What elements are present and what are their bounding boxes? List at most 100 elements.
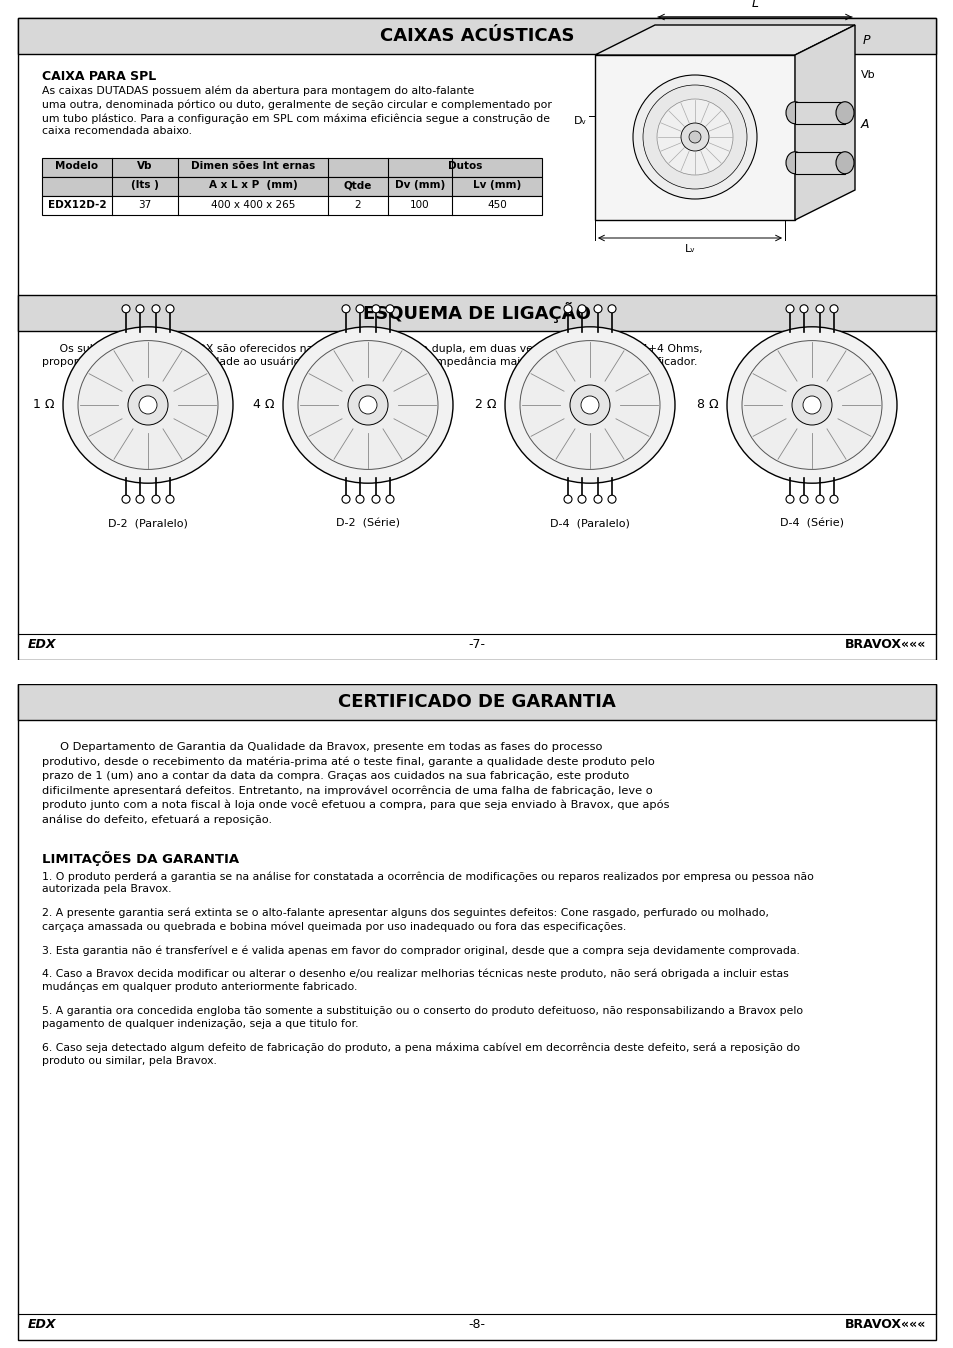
Polygon shape [595, 26, 854, 55]
Bar [18, 683, 935, 720]
Text: CAIXA PARA SPL: CAIXA PARA SPL [42, 70, 156, 84]
Bar [42, 195, 541, 214]
Text: BRAVOX«««: BRAVOX««« [843, 1318, 925, 1330]
Text: EDX: EDX [28, 638, 56, 651]
Text: mudánças em qualquer produto anteriormente fabricado.: mudánças em qualquer produto anteriormen… [42, 981, 357, 992]
Text: prazo de 1 (um) ano a contar da data da compra. Graças aos cuidados na sua fabri: prazo de 1 (um) ano a contar da data da … [42, 771, 629, 780]
Circle shape [594, 305, 601, 313]
Text: 2: 2 [355, 200, 361, 210]
Text: 8 Ω: 8 Ω [697, 399, 719, 411]
Text: 6. Caso seja detectado algum defeito de fabricação do produto, a pena máxima cab: 6. Caso seja detectado algum defeito de … [42, 1042, 800, 1053]
Text: CERTIFICADO DE GARANTIA: CERTIFICADO DE GARANTIA [337, 693, 616, 710]
Text: 100: 100 [410, 200, 430, 210]
Circle shape [386, 495, 394, 503]
Circle shape [642, 85, 746, 189]
Ellipse shape [741, 341, 882, 469]
Text: Vb: Vb [137, 160, 152, 171]
Circle shape [372, 305, 379, 313]
Text: 5. A garantia ora concedida engloba tão somente a substituição ou o conserto do : 5. A garantia ora concedida engloba tão … [42, 1006, 802, 1015]
Text: 2. A presente garantia será extinta se o alto-falante apresentar alguns dos segu: 2. A presente garantia será extinta se o… [42, 909, 768, 918]
Circle shape [341, 495, 350, 503]
Circle shape [563, 305, 572, 313]
Text: 37: 37 [138, 200, 152, 210]
Text: Lv (mm): Lv (mm) [473, 181, 520, 190]
Circle shape [815, 305, 823, 313]
Ellipse shape [63, 326, 233, 483]
Text: produto junto com a nota fiscal à loja onde você efetuou a compra, para que seja: produto junto com a nota fiscal à loja o… [42, 799, 669, 810]
Text: Dutos: Dutos [447, 160, 481, 171]
Circle shape [166, 305, 173, 313]
Circle shape [802, 396, 821, 414]
Bar [794, 152, 844, 174]
Circle shape [594, 495, 601, 503]
Text: 1. O produto perderá a garantia se na análise for constatada a ocorrência de mod: 1. O produto perderá a garantia se na an… [42, 871, 813, 882]
Text: Qtde: Qtde [343, 181, 372, 190]
Text: autorizada pela Bravox.: autorizada pela Bravox. [42, 884, 172, 895]
Circle shape [355, 495, 364, 503]
Text: ESQUEMA DE LIGAÇÃO: ESQUEMA DE LIGAÇÃO [363, 302, 590, 324]
Circle shape [136, 495, 144, 503]
Text: (lts ): (lts ) [131, 181, 159, 190]
Text: 1 Ω: 1 Ω [33, 399, 55, 411]
Text: -7-: -7- [468, 638, 485, 651]
Text: D-2  (Série): D-2 (Série) [335, 518, 399, 528]
Bar [18, 295, 935, 332]
Circle shape [607, 305, 616, 313]
Text: 450: 450 [487, 200, 506, 210]
Text: Lᵥ: Lᵥ [684, 244, 695, 253]
Text: BRAVOX«««: BRAVOX««« [843, 638, 925, 651]
Circle shape [580, 396, 598, 414]
Text: 400 x 400 x 265: 400 x 400 x 265 [211, 200, 294, 210]
Circle shape [152, 305, 160, 313]
Text: EDX: EDX [28, 1318, 56, 1330]
Circle shape [136, 305, 144, 313]
Circle shape [680, 123, 708, 151]
Text: um tubo plástico. Para a configuração em SPL com máxima eficiência segue a const: um tubo plástico. Para a configuração em… [42, 113, 550, 124]
Text: caixa recomendada abaixo.: caixa recomendada abaixo. [42, 127, 192, 136]
Circle shape [569, 386, 609, 425]
Circle shape [563, 495, 572, 503]
Circle shape [139, 396, 157, 414]
Circle shape [122, 305, 130, 313]
Bar [18, 18, 935, 54]
Text: Dimen sões Int ernas: Dimen sões Int ernas [191, 160, 314, 171]
Text: uma outra, denominada pórtico ou duto, geralmente de seção circular e complement: uma outra, denominada pórtico ou duto, g… [42, 100, 551, 111]
Text: EDX12D-2: EDX12D-2 [48, 200, 106, 210]
Circle shape [341, 305, 350, 313]
Text: dificilmente apresentará defeitos. Entretanto, na improvável ocorrência de uma f: dificilmente apresentará defeitos. Entre… [42, 786, 652, 797]
Circle shape [785, 305, 793, 313]
Circle shape [829, 305, 837, 313]
Text: D-4  (Paralelo): D-4 (Paralelo) [550, 518, 629, 528]
Text: Os subwoofers da série EDX são oferecidos na configuração bobina dupla, em duas : Os subwoofers da série EDX são oferecido… [42, 342, 702, 353]
Text: -8-: -8- [468, 1318, 485, 1330]
Text: D-4  (Série): D-4 (Série) [780, 518, 843, 528]
Text: proporcionando grande flexibilidade ao usuário final, que podre crias a impedânc: proporcionando grande flexibilidade ao u… [42, 356, 697, 367]
Text: Dᵥ: Dᵥ [574, 116, 586, 125]
Circle shape [785, 495, 793, 503]
Circle shape [829, 495, 837, 503]
Circle shape [128, 386, 168, 425]
Ellipse shape [726, 326, 896, 483]
Ellipse shape [297, 341, 437, 469]
Text: Dv (mm): Dv (mm) [395, 181, 445, 190]
Ellipse shape [785, 152, 803, 174]
Circle shape [578, 495, 585, 503]
Text: CAIXAS ACÚSTICAS: CAIXAS ACÚSTICAS [379, 27, 574, 44]
Text: A: A [861, 117, 868, 131]
Circle shape [372, 495, 379, 503]
Circle shape [166, 495, 173, 503]
Ellipse shape [504, 326, 675, 483]
Circle shape [800, 495, 807, 503]
Bar [595, 55, 794, 220]
Text: análise do defeito, efetuará a reposição.: análise do defeito, efetuará a reposição… [42, 814, 272, 825]
Polygon shape [794, 26, 854, 220]
Bar [18, 683, 935, 1340]
Circle shape [348, 386, 388, 425]
Text: produto ou similar, pela Bravox.: produto ou similar, pela Bravox. [42, 1055, 216, 1066]
Bar [0, 661, 953, 683]
Text: pagamento de qualquer indenização, seja a que titulo for.: pagamento de qualquer indenização, seja … [42, 1019, 358, 1029]
Circle shape [152, 495, 160, 503]
Circle shape [791, 386, 831, 425]
Circle shape [355, 305, 364, 313]
Circle shape [657, 98, 732, 175]
